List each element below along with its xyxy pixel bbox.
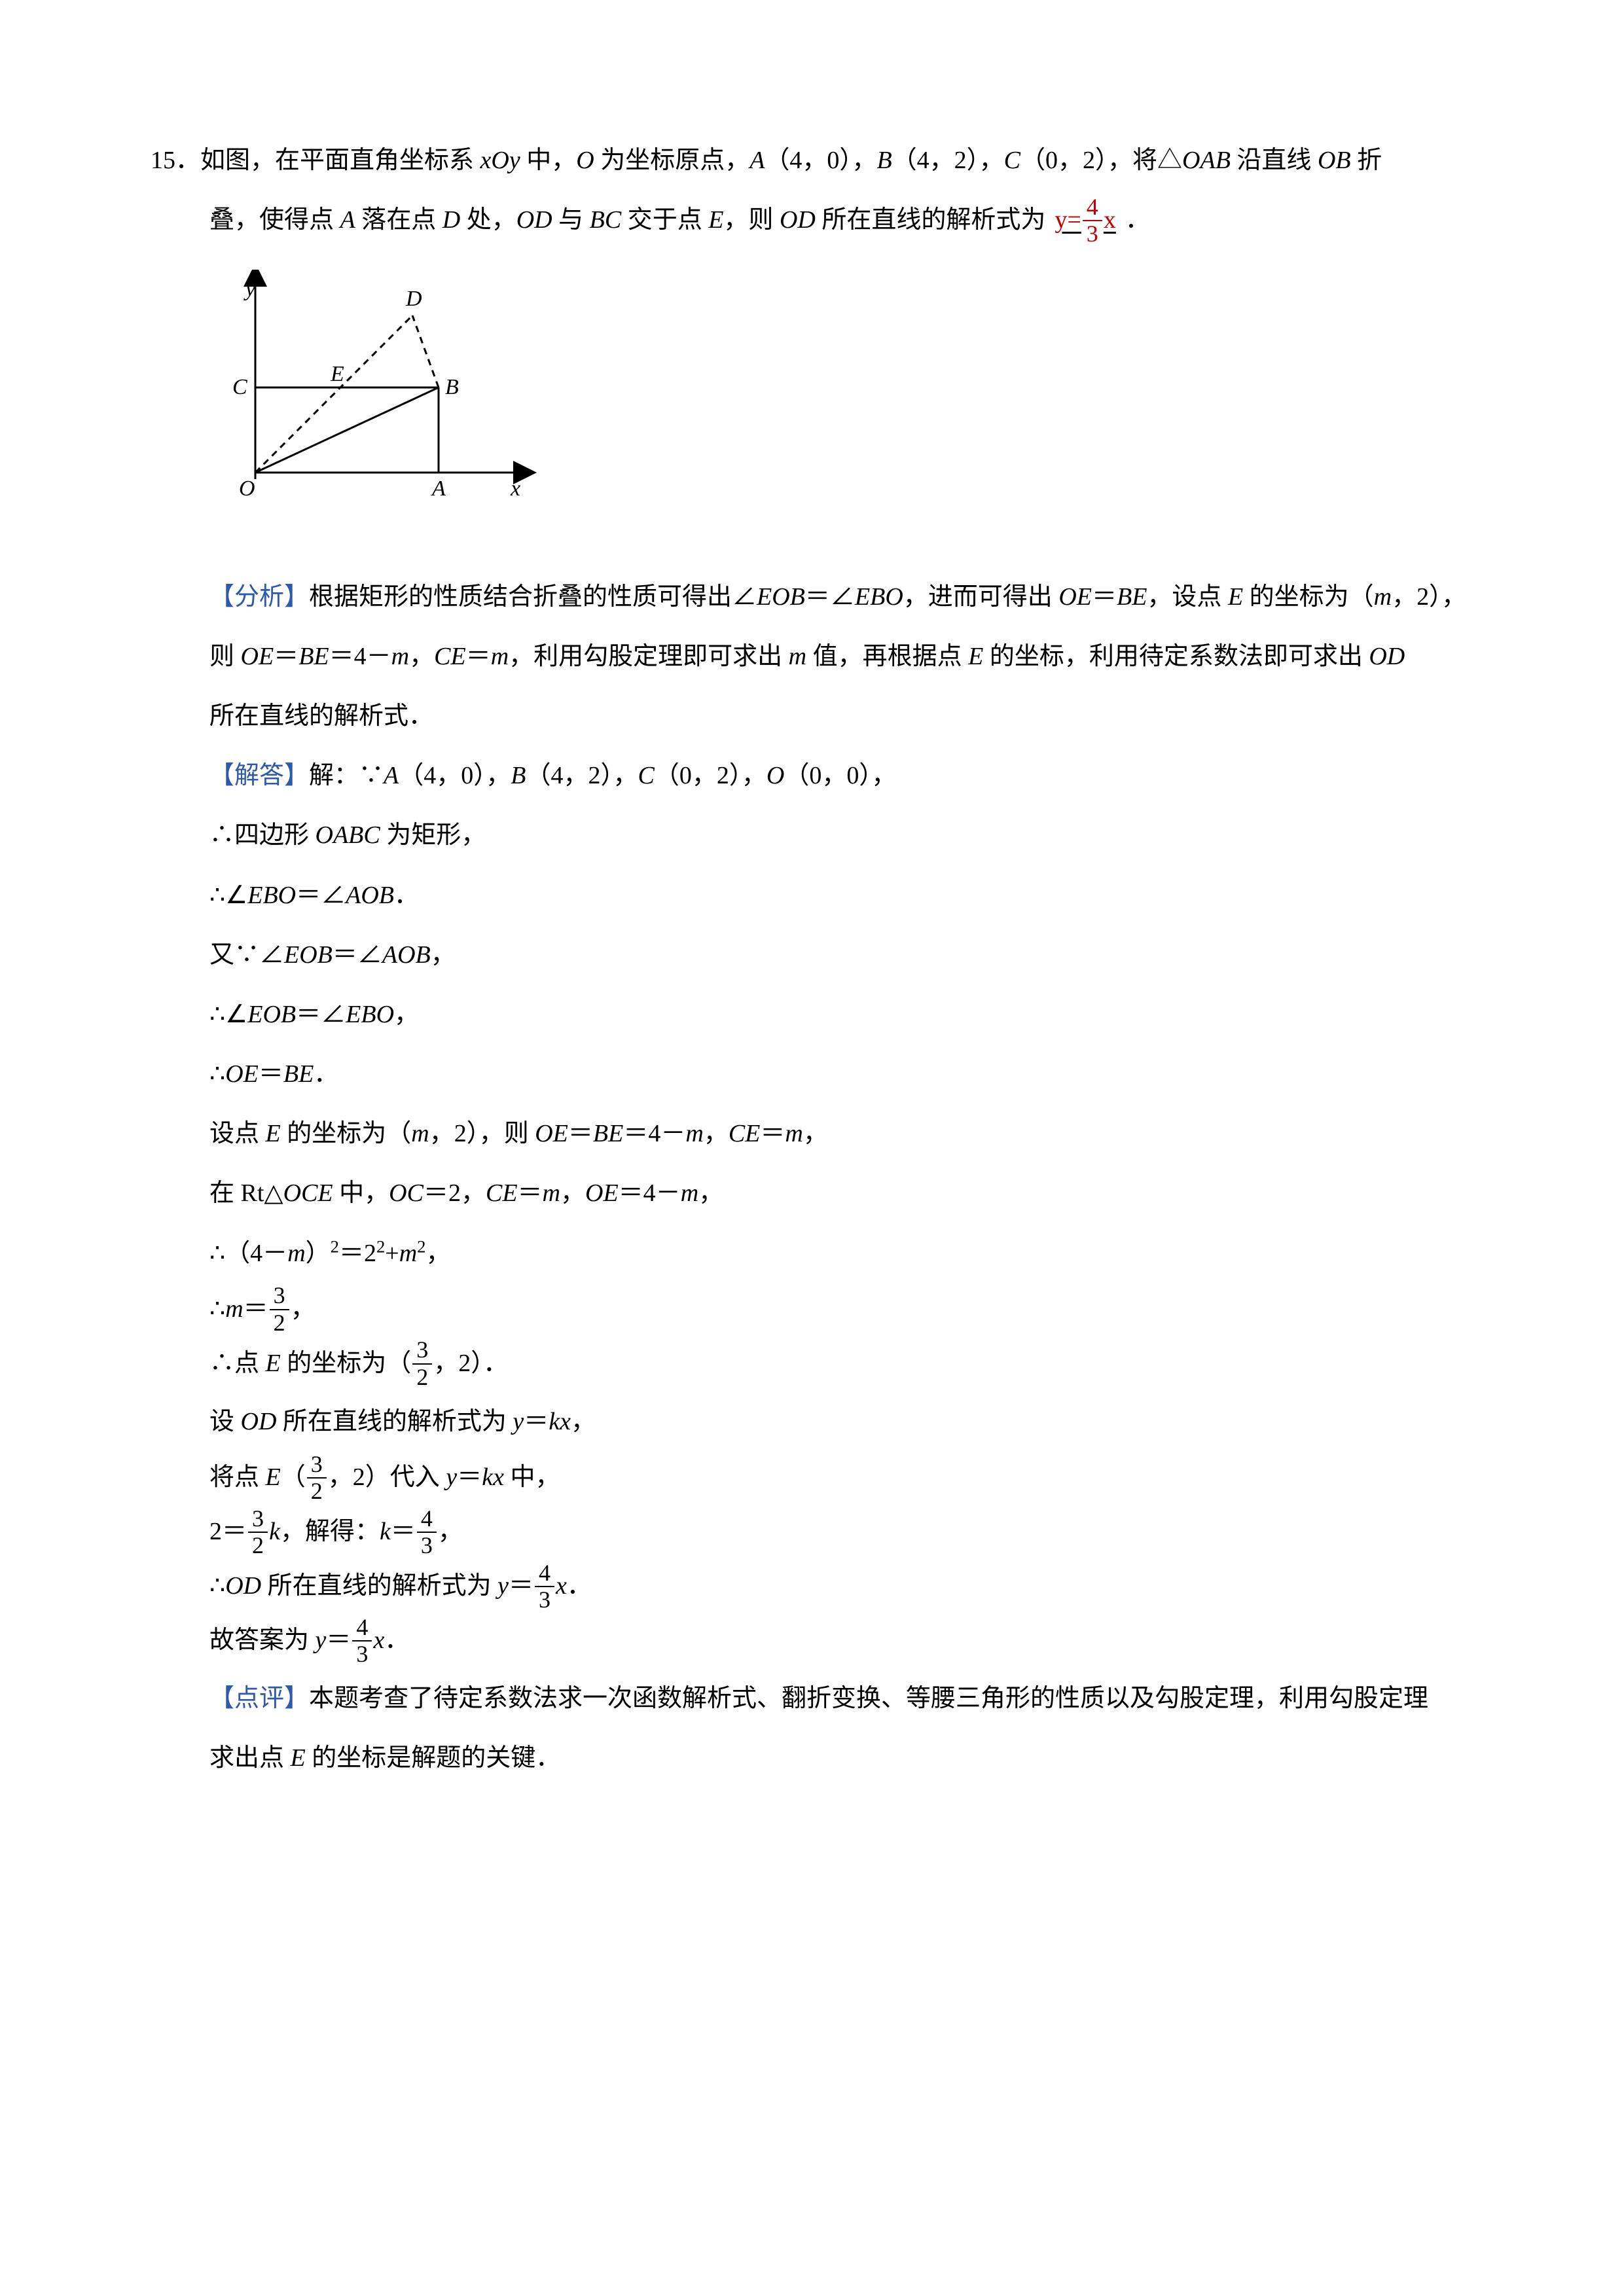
question-number: 15． — [151, 147, 200, 174]
label-C: C — [232, 375, 247, 399]
analysis-label: 【分析】 — [209, 583, 309, 611]
label-B: B — [445, 375, 459, 399]
comment-line-2: 求出点 E 的坐标是解题的关键． — [209, 1729, 1473, 1788]
solution-line-10: ∴m＝32， — [209, 1283, 1473, 1338]
solution-line-4: 又∵∠EOB＝∠AOB， — [209, 925, 1473, 985]
solution-line-11: ∴点 E 的坐标为（32，2）． — [209, 1338, 1473, 1392]
coordinate-diagram: y x O A B C D E — [209, 270, 1473, 528]
solution-line-9: ∴（4－m）2＝22+m2， — [209, 1224, 1473, 1283]
solution-line-16: 故答案为 y＝43x． — [209, 1615, 1473, 1669]
solution-label: 【解答】 — [209, 762, 309, 789]
question-line-1: 15．如图，在平面直角坐标系 xOy 中，O 为坐标原点，A（4，0），B（4，… — [209, 131, 1473, 190]
label-D: D — [405, 287, 422, 311]
label-E: E — [330, 362, 344, 386]
solution-line-6: ∴OE＝BE． — [209, 1045, 1473, 1104]
solution-line-8: 在 Rt△OCE 中，OC＝2，CE＝m，OE＝4－m， — [209, 1164, 1473, 1223]
solution-line-5: ∴∠EOB＝∠EBO， — [209, 985, 1473, 1045]
comment-label: 【点评】 — [209, 1685, 309, 1712]
solution-line-13: 将点 E（32，2）代入 y＝kx 中， — [209, 1452, 1473, 1506]
analysis-line-2: 则 OE＝BE＝4－m，CE＝m，利用勾股定理即可求出 m 值，再根据点 E 的… — [209, 627, 1473, 687]
solution-line-2: ∴四边形 OABC 为矩形， — [209, 806, 1473, 865]
analysis-line-1: 【分析】根据矩形的性质结合折叠的性质可得出∠EOB＝∠EBO，进而可得出 OE＝… — [209, 567, 1473, 627]
answer-blank: y=43x — [1045, 206, 1125, 234]
solution-line-1: 【解答】解：∵A（4，0），B（4，2），C（0，2），O（0，0）， — [209, 746, 1473, 806]
label-x: x — [510, 476, 520, 501]
solution-line-7: 设点 E 的坐标为（m，2），则 OE＝BE＝4－m，CE＝m， — [209, 1104, 1473, 1164]
label-A: A — [431, 476, 446, 501]
label-O: O — [239, 476, 255, 501]
solution-line-3: ∴∠EBO＝∠AOB． — [209, 866, 1473, 925]
solution-line-12: 设 OD 所在直线的解析式为 y＝kx， — [209, 1392, 1473, 1452]
comment-line-1: 【点评】本题考查了待定系数法求一次函数解析式、翻折变换、等腰三角形的性质以及勾股… — [209, 1669, 1473, 1729]
analysis-line-3: 所在直线的解析式． — [209, 687, 1473, 746]
label-y: y — [244, 277, 256, 301]
question-line-2: 叠，使得点 A 落在点 D 处，OD 与 BC 交于点 E，则 OD 所在直线的… — [209, 190, 1473, 250]
solution-line-14: 2＝32k，解得：k＝43， — [209, 1506, 1473, 1560]
solution-line-15: ∴OD 所在直线的解析式为 y＝43x． — [209, 1560, 1473, 1615]
